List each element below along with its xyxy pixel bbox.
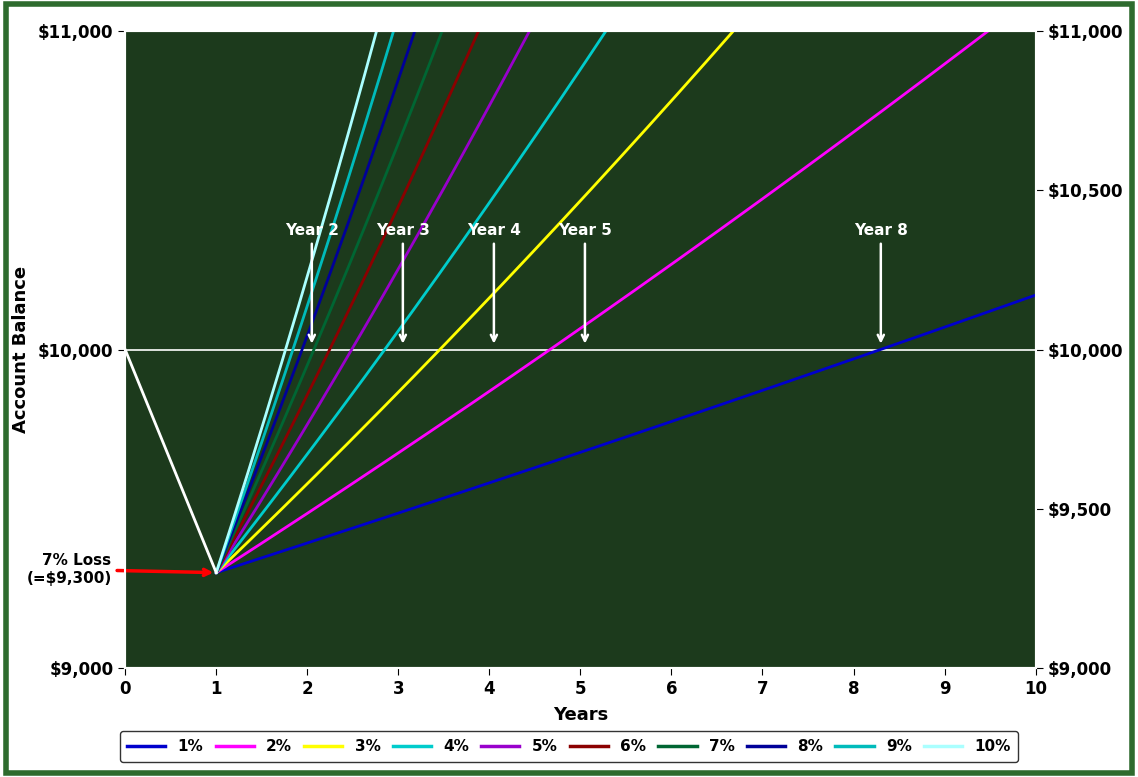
Legend: 1%, 2%, 3%, 4%, 5%, 6%, 7%, 8%, 9%, 10%: 1%, 2%, 3%, 4%, 5%, 6%, 7%, 8%, 9%, 10% [119,731,1019,761]
Text: 7% Loss
(=$9,300): 7% Loss (=$9,300) [26,553,209,586]
Y-axis label: Account Balance: Account Balance [11,266,30,434]
Text: Year 2: Year 2 [284,223,339,341]
Text: Year 3: Year 3 [376,223,430,341]
X-axis label: Years: Years [553,706,608,724]
Text: Year 8: Year 8 [854,223,908,341]
Text: Year 4: Year 4 [467,223,521,341]
Text: Year 5: Year 5 [558,223,612,341]
